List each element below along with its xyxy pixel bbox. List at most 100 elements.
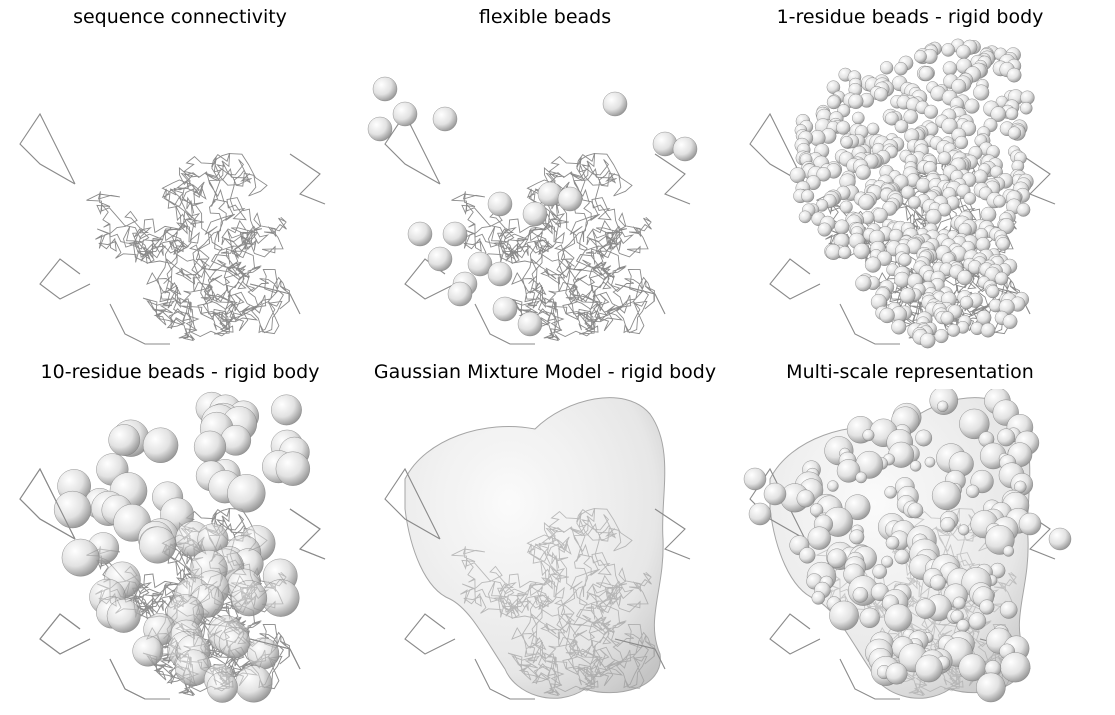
bead bbox=[53, 490, 92, 529]
bead bbox=[894, 62, 908, 76]
bead bbox=[743, 467, 767, 491]
panel-title: Multi-scale representation bbox=[786, 361, 1034, 383]
bead bbox=[900, 185, 915, 200]
bead bbox=[885, 536, 900, 550]
panel-title: flexible beads bbox=[478, 6, 612, 28]
backbone-trace bbox=[384, 467, 691, 700]
bead bbox=[838, 246, 852, 260]
bead bbox=[1002, 545, 1015, 557]
bead bbox=[979, 599, 995, 615]
bead bbox=[980, 322, 996, 338]
protein-trace-view bbox=[384, 397, 691, 700]
bead bbox=[834, 219, 850, 235]
bead bbox=[880, 61, 894, 75]
bead bbox=[817, 222, 832, 237]
bead bbox=[672, 136, 698, 162]
bead bbox=[826, 95, 841, 110]
bead bbox=[271, 394, 302, 426]
bead bbox=[851, 111, 865, 125]
bead bbox=[432, 106, 458, 132]
bead bbox=[873, 87, 889, 102]
bead bbox=[1006, 67, 1022, 83]
bead bbox=[941, 43, 955, 57]
bead bbox=[976, 672, 1006, 703]
panel-title: 10-residue beads - rigid body bbox=[40, 361, 320, 383]
bead bbox=[957, 269, 973, 286]
bead bbox=[872, 564, 887, 579]
bead bbox=[898, 253, 912, 267]
protein-trace-view bbox=[749, 38, 1056, 349]
panel-flexible-beads: flexible beads bbox=[365, 0, 725, 355]
bead bbox=[954, 135, 969, 150]
bead bbox=[994, 271, 1009, 286]
protein-trace-view bbox=[19, 391, 326, 703]
bead bbox=[492, 296, 518, 322]
bead bbox=[748, 502, 772, 526]
bead bbox=[275, 451, 311, 486]
protein-trace-view bbox=[743, 389, 1072, 703]
bead bbox=[963, 192, 977, 205]
bead bbox=[885, 111, 899, 126]
protein-trace-view bbox=[367, 76, 698, 345]
bead bbox=[968, 612, 987, 630]
bead bbox=[108, 424, 141, 456]
bead bbox=[826, 80, 841, 94]
bead bbox=[899, 287, 916, 304]
bead bbox=[1005, 107, 1019, 121]
bead bbox=[829, 600, 859, 631]
bead bbox=[919, 332, 936, 349]
bead bbox=[853, 242, 870, 260]
bead bbox=[836, 120, 851, 135]
bead bbox=[1016, 202, 1031, 217]
bead bbox=[941, 117, 958, 135]
bead bbox=[881, 555, 894, 568]
panel-title: 1-residue beads - rigid body bbox=[776, 6, 1044, 28]
bead bbox=[859, 607, 880, 628]
bead bbox=[996, 237, 1010, 251]
bead bbox=[427, 246, 453, 272]
bead bbox=[807, 526, 831, 550]
bead bbox=[924, 456, 936, 468]
bead bbox=[849, 529, 865, 545]
bead bbox=[931, 481, 961, 511]
protein-trace-view bbox=[19, 112, 326, 345]
bead bbox=[925, 208, 942, 225]
bead bbox=[132, 635, 164, 667]
bead bbox=[959, 295, 974, 310]
bead bbox=[934, 329, 949, 344]
bead bbox=[937, 202, 952, 217]
bead bbox=[827, 548, 847, 569]
bead bbox=[811, 591, 826, 605]
bead bbox=[956, 619, 970, 633]
bead bbox=[1000, 652, 1031, 683]
bead bbox=[799, 547, 816, 564]
bead bbox=[915, 598, 936, 619]
bead bbox=[1048, 527, 1072, 551]
bead bbox=[1020, 102, 1033, 115]
bead bbox=[940, 311, 955, 325]
panel-sequence-connectivity: sequence connectivity bbox=[0, 0, 360, 355]
bead bbox=[884, 486, 897, 499]
bead bbox=[999, 601, 1018, 619]
bead bbox=[522, 201, 548, 227]
bead bbox=[937, 400, 949, 412]
bead bbox=[855, 471, 867, 484]
bead bbox=[487, 261, 513, 287]
bead bbox=[894, 119, 909, 134]
bead bbox=[884, 603, 913, 632]
bead bbox=[61, 538, 100, 577]
bead bbox=[973, 84, 990, 101]
panel-multi-scale-representation: Multi-scale representation bbox=[730, 355, 1090, 710]
bead bbox=[798, 210, 812, 224]
bead bbox=[910, 460, 922, 472]
bead bbox=[958, 524, 970, 536]
bead bbox=[879, 307, 895, 324]
bead bbox=[1007, 126, 1022, 140]
bead bbox=[950, 609, 964, 624]
bead bbox=[447, 281, 473, 307]
bead bbox=[956, 44, 971, 60]
bead bbox=[796, 489, 815, 508]
bead bbox=[885, 662, 908, 685]
bead bbox=[858, 194, 875, 211]
bead bbox=[852, 587, 869, 603]
